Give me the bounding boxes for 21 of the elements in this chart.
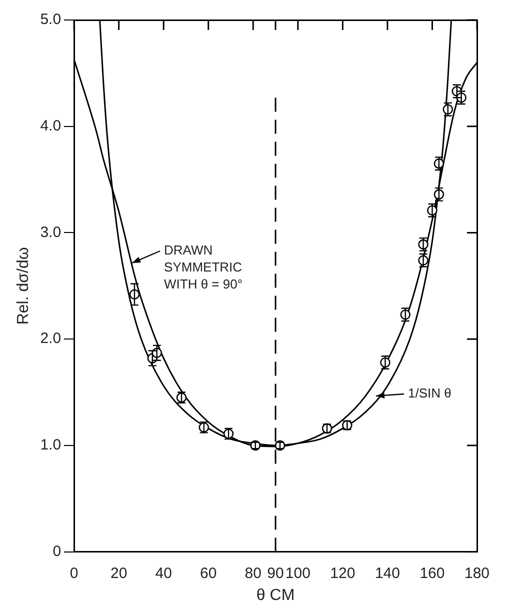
x-tick-label: 60 bbox=[200, 564, 217, 582]
y-tick-label: 5.0 bbox=[40, 11, 62, 28]
x-tick-label: 20 bbox=[110, 564, 128, 582]
x-tick-label: 180 bbox=[464, 564, 490, 582]
x-tick-label: 80 bbox=[244, 564, 262, 582]
y-tick-label: 0 bbox=[52, 542, 62, 560]
y-axis-title: Rel. dσ/dω bbox=[15, 247, 32, 325]
x-tick-label: 120 bbox=[330, 564, 356, 582]
y-tick-label: 2.0 bbox=[40, 330, 62, 348]
x-tick-label: 100 bbox=[285, 564, 310, 582]
x-tick-label: 40 bbox=[155, 564, 172, 582]
x-axis-title: θ CM bbox=[256, 586, 295, 604]
x-tick-label: 160 bbox=[420, 564, 445, 582]
x-tick-label: 0 bbox=[70, 564, 78, 582]
y-tick-label: 3.0 bbox=[40, 224, 62, 241]
y-tick-label: 1.0 bbox=[40, 436, 62, 454]
x-tick-label: 90 bbox=[267, 564, 284, 582]
x-tick-label: 140 bbox=[374, 564, 400, 582]
annotation: 1/SIN θ bbox=[408, 386, 452, 401]
y-tick-label: 4.0 bbox=[40, 118, 62, 134]
annotation: DRAWN SYMMETRIC WITH θ = 90° bbox=[164, 242, 243, 292]
